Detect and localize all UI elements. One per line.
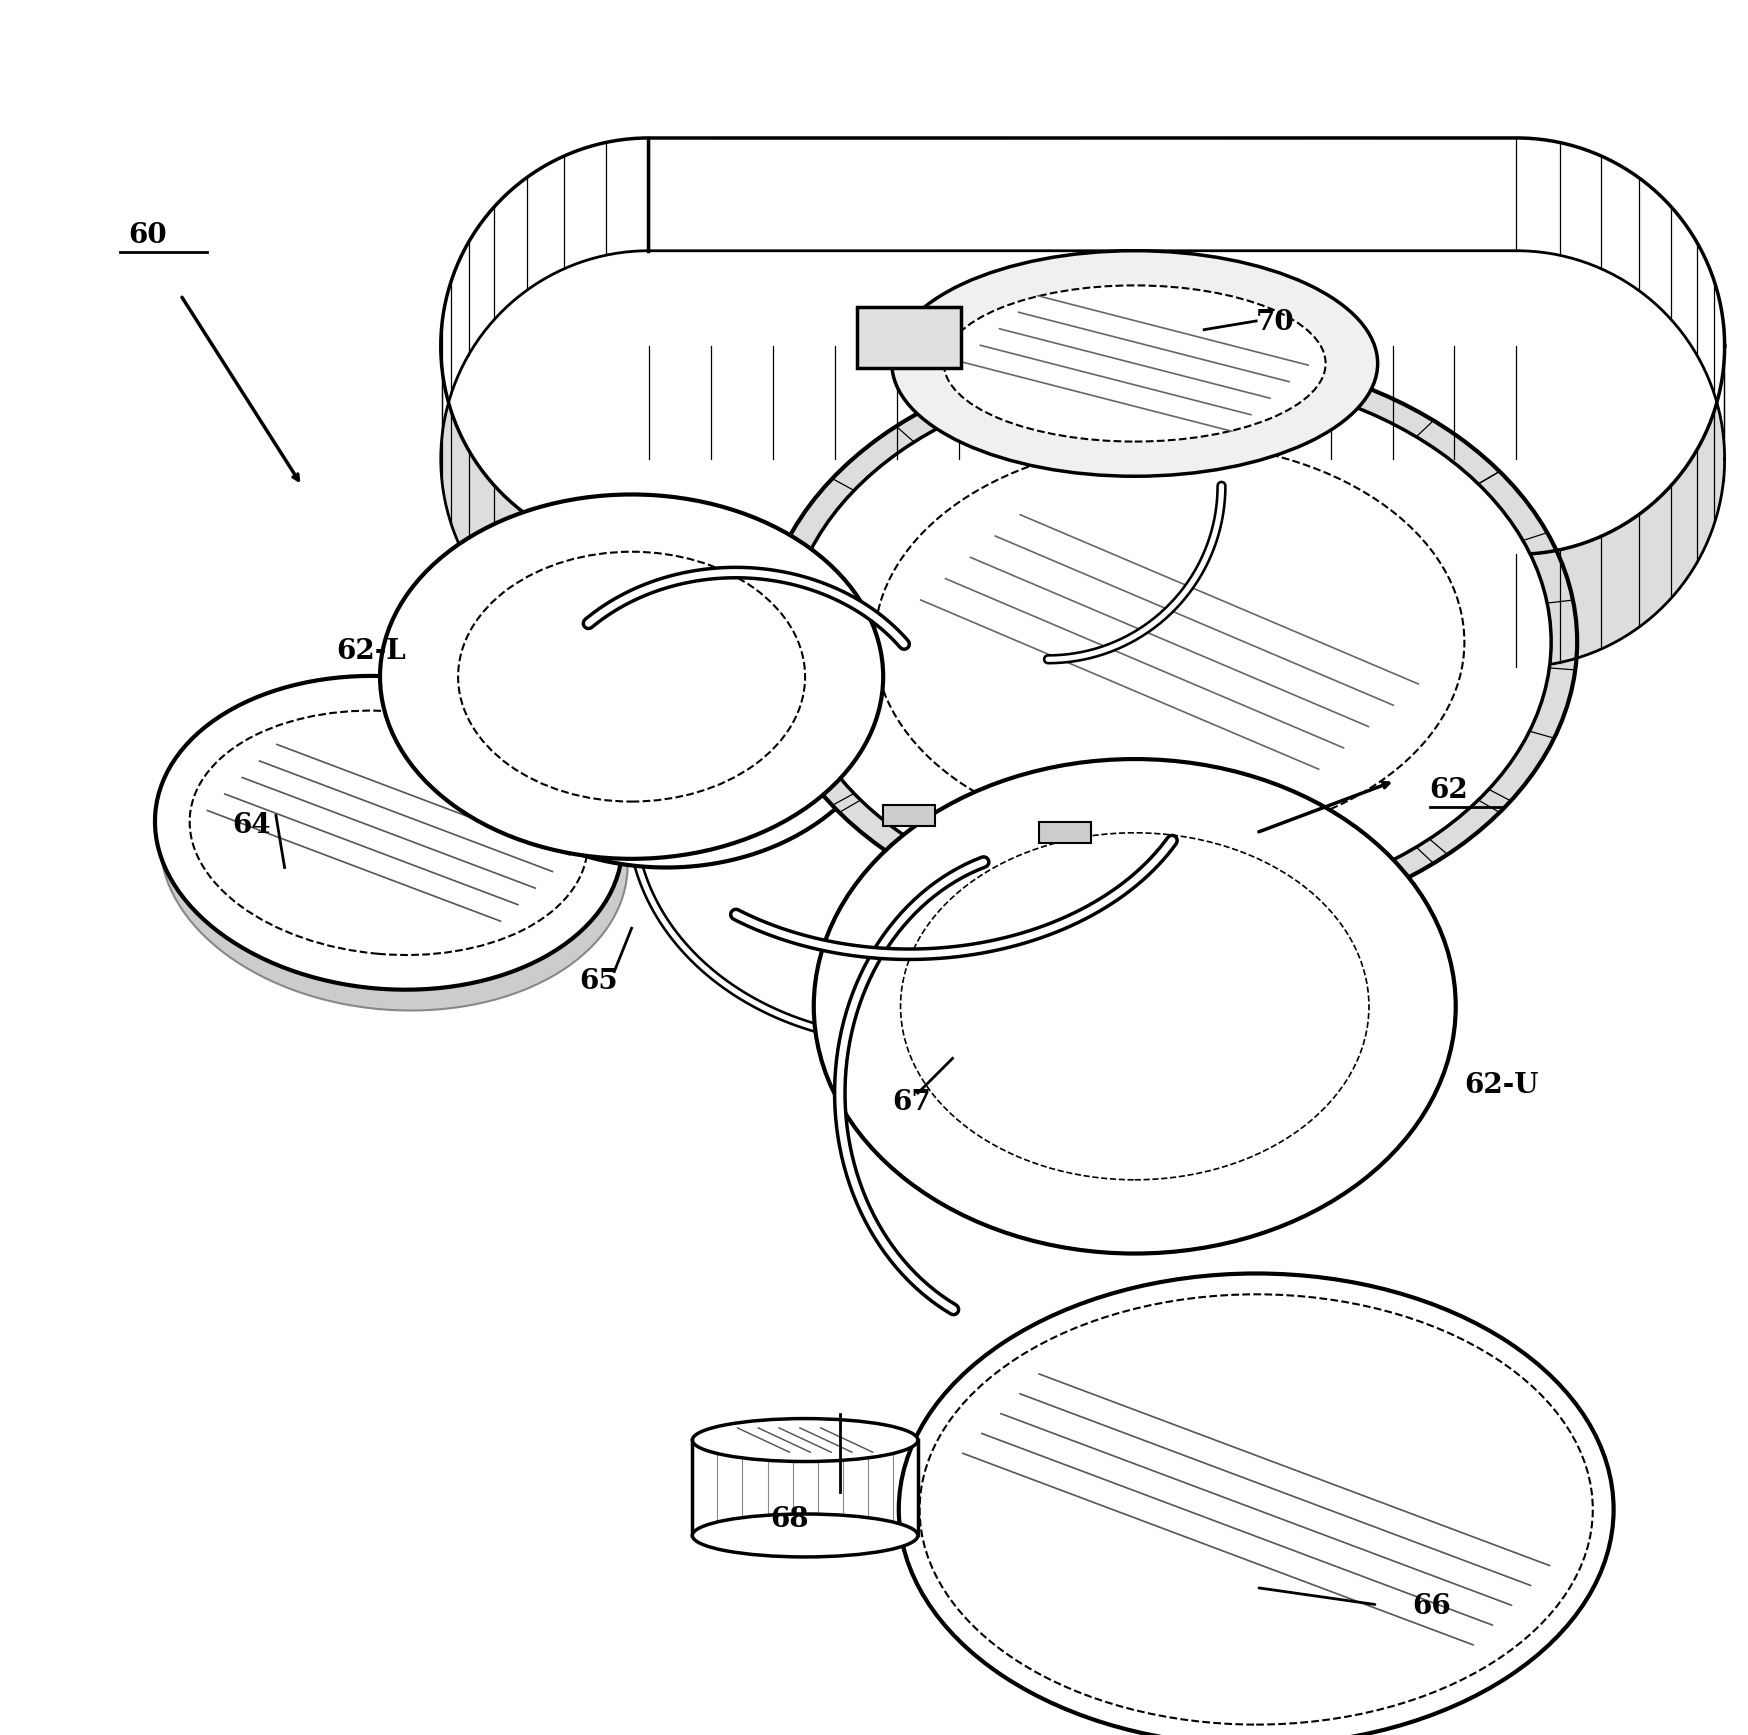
Text: 68: 68 [769, 1506, 809, 1532]
Polygon shape [440, 139, 1724, 553]
Ellipse shape [458, 552, 804, 802]
Ellipse shape [909, 841, 1360, 1171]
Ellipse shape [161, 697, 628, 1010]
Ellipse shape [762, 350, 1577, 933]
Text: 64: 64 [232, 812, 271, 838]
Text: 62-U: 62-U [1463, 1072, 1538, 1098]
Ellipse shape [813, 760, 1454, 1253]
Text: 67: 67 [891, 1090, 930, 1116]
Ellipse shape [874, 442, 1463, 841]
Ellipse shape [440, 520, 891, 868]
Text: 62: 62 [1428, 777, 1468, 803]
Ellipse shape [156, 677, 622, 989]
Text: 62-L: 62-L [336, 638, 406, 665]
Ellipse shape [898, 1273, 1613, 1735]
Polygon shape [440, 252, 1724, 666]
Text: 65: 65 [579, 968, 617, 994]
Ellipse shape [692, 1419, 918, 1461]
Ellipse shape [891, 250, 1377, 477]
Text: 66: 66 [1412, 1593, 1451, 1619]
Ellipse shape [944, 285, 1325, 442]
FancyBboxPatch shape [857, 307, 961, 368]
Ellipse shape [692, 1515, 918, 1556]
FancyBboxPatch shape [883, 805, 935, 826]
Ellipse shape [379, 494, 883, 859]
Ellipse shape [830, 772, 1437, 1241]
Ellipse shape [787, 373, 1550, 911]
FancyBboxPatch shape [1038, 822, 1091, 843]
Text: 70: 70 [1255, 309, 1294, 335]
Ellipse shape [510, 573, 822, 815]
Ellipse shape [900, 833, 1369, 1180]
Text: 60: 60 [128, 222, 168, 248]
